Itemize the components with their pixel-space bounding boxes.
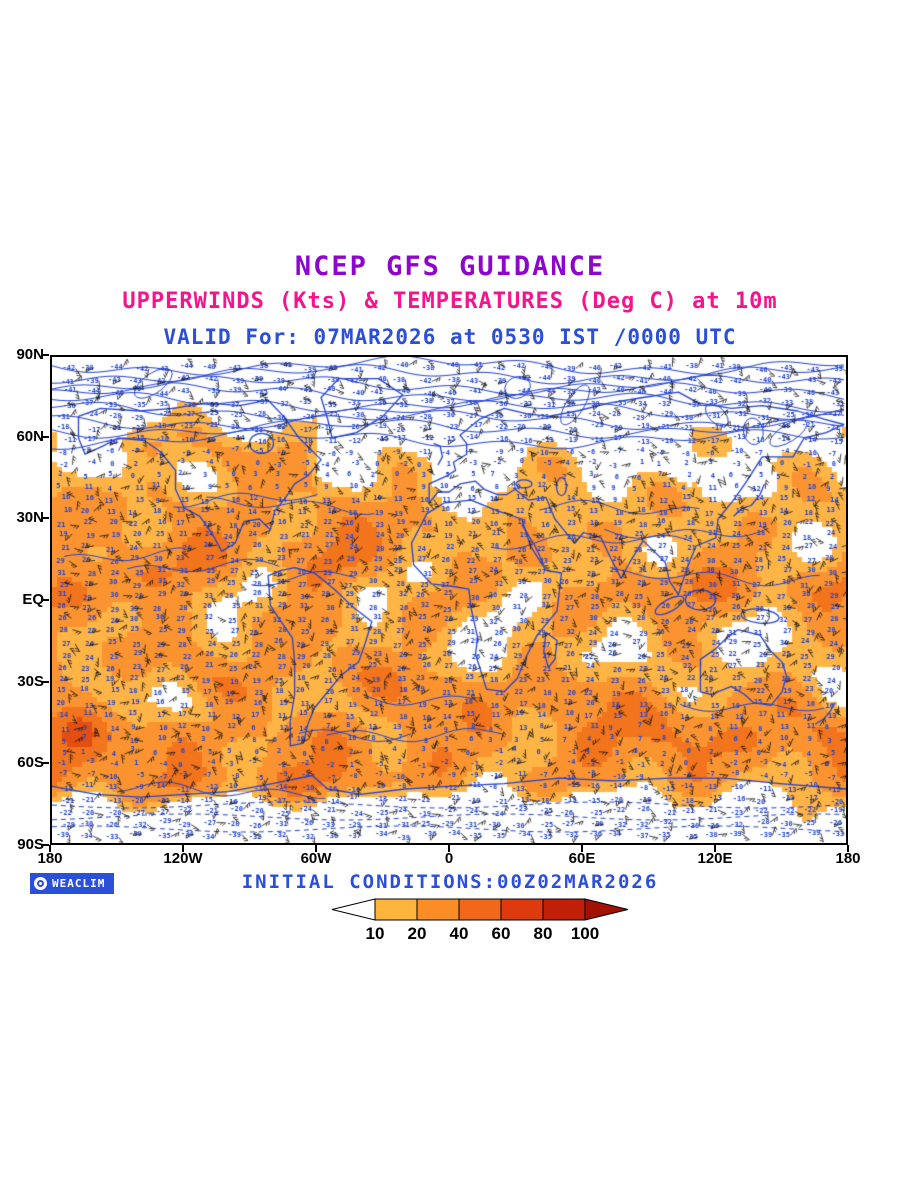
y-axis-tick bbox=[41, 435, 49, 438]
page-title: NCEP GFS GUIDANCE bbox=[294, 251, 606, 282]
y-axis-tick bbox=[41, 844, 49, 846]
x-axis-label-60e: 60E bbox=[568, 850, 596, 867]
y-axis-label-30n: 30N bbox=[16, 509, 44, 526]
weaclim-label: WEACLIM bbox=[52, 877, 106, 890]
y-axis-label-60s: 60S bbox=[17, 754, 44, 771]
colorbar-left-arrow bbox=[331, 898, 376, 921]
colorbar-label-80: 80 bbox=[533, 924, 553, 943]
x-axis-tick bbox=[581, 845, 583, 852]
colorbar: 10 20 40 60 80 100 bbox=[330, 897, 630, 949]
y-axis-tick bbox=[41, 354, 49, 356]
x-axis-tick bbox=[315, 845, 317, 852]
x-axis-label-180w: 180 bbox=[37, 850, 63, 867]
y-axis-label-60n: 60N bbox=[16, 428, 44, 445]
y-axis-tick bbox=[41, 517, 49, 520]
colorbar-label-10: 10 bbox=[365, 924, 385, 943]
initial-conditions-line: INITIAL CONDITIONS:00Z02MAR2026 bbox=[241, 871, 659, 893]
weaclim-logo-icon bbox=[34, 877, 47, 890]
colorbar-segment-10-20 bbox=[374, 898, 418, 921]
colorbar-segment-60-80 bbox=[500, 898, 544, 921]
colorbar-label-40: 40 bbox=[449, 924, 469, 943]
x-axis-tick bbox=[714, 845, 716, 852]
colorbar-right-arrow bbox=[584, 898, 629, 921]
valid-time-line: VALID For: 07MAR2026 at 0530 IST /0000 U… bbox=[163, 325, 737, 349]
x-axis-label-180e: 180 bbox=[835, 850, 861, 867]
colorbar-segment-80-100 bbox=[542, 898, 586, 921]
colorbar-segment-20-40 bbox=[416, 898, 460, 921]
x-axis-tick bbox=[182, 845, 184, 852]
x-axis-label-120w: 120W bbox=[163, 850, 203, 867]
colorbar-segment-40-60 bbox=[458, 898, 502, 921]
weaclim-badge: WEACLIM bbox=[30, 873, 115, 894]
colorbar-label-100: 100 bbox=[570, 924, 600, 943]
y-axis-label-90s: 90S bbox=[17, 836, 44, 853]
y-axis-label-30s: 30S bbox=[17, 673, 44, 690]
y-axis-tick bbox=[41, 762, 49, 765]
x-axis-tick bbox=[49, 845, 51, 852]
x-axis-label-120e: 120E bbox=[697, 850, 733, 867]
colorbar-graphic bbox=[331, 898, 629, 921]
world-map-canvas bbox=[52, 357, 846, 843]
x-axis-tick bbox=[847, 845, 849, 852]
x-axis-label-0: 0 bbox=[444, 850, 454, 867]
y-axis-label-90n: 90N bbox=[16, 346, 44, 363]
chart-subtitle: UPPERWINDS (Kts) & TEMPERATURES (Deg C) … bbox=[122, 289, 778, 314]
x-axis-tick bbox=[448, 845, 450, 852]
y-axis-tick bbox=[41, 680, 49, 683]
colorbar-label-20: 20 bbox=[407, 924, 427, 943]
y-axis-tick bbox=[41, 599, 49, 601]
y-axis-label-eq: EQ bbox=[22, 591, 44, 608]
colorbar-label-60: 60 bbox=[491, 924, 511, 943]
map-frame bbox=[50, 355, 848, 845]
x-axis-label-60w: 60W bbox=[300, 850, 332, 867]
